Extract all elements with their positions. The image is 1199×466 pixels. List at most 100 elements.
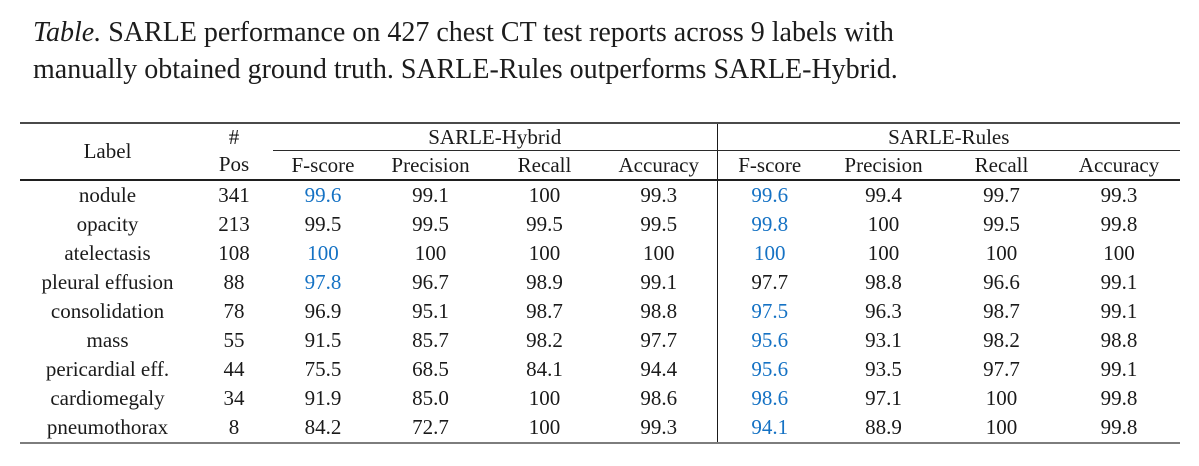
col-header-pos: Pos	[195, 150, 273, 181]
pos-count: 55	[223, 328, 245, 352]
rules-accuracy: 98.8	[1100, 328, 1138, 352]
hybrid-precision: 85.7	[412, 328, 449, 352]
caption-line1: SARLE performance on 427 chest CT test r…	[101, 17, 894, 48]
performance-table: Label # SARLE-Hybrid SARLE-Rules Pos F-s…	[20, 122, 1181, 444]
table-caption: Table. SARLE performance on 427 chest CT…	[33, 14, 1183, 88]
hybrid-recall: 98.2	[526, 328, 563, 352]
rules-recall: 98.7	[983, 299, 1020, 323]
pos-count: 213	[218, 212, 250, 236]
rules-accuracy: 99.8	[1058, 413, 1181, 444]
col-header-hybrid-recall: Recall	[488, 150, 601, 181]
rules-accuracy: 99.3	[1100, 183, 1138, 207]
row-label: pericardial eff.	[45, 357, 170, 381]
hybrid-accuracy: 99.1	[640, 270, 678, 294]
header-row-metrics: Pos F-score Precision Recall Accuracy F-…	[20, 150, 1181, 181]
row-label: pneumothorax	[20, 413, 195, 444]
hybrid-precision: 99.5	[412, 212, 449, 236]
hybrid-recall: 100	[488, 413, 601, 444]
rules-fscore: 99.8	[716, 210, 822, 239]
rules-precision: 97.1	[865, 386, 902, 410]
rules-recall: 99.5	[983, 212, 1020, 236]
row-label: nodule	[78, 183, 137, 207]
pos-count: 88	[223, 270, 245, 294]
table-header: Label # SARLE-Hybrid SARLE-Rules Pos F-s…	[20, 122, 1181, 181]
hybrid-precision: 100	[414, 241, 447, 265]
rules-accuracy: 99.8	[1100, 386, 1138, 410]
table-row: atelectasis 108 100 100 100 100 100 100 …	[20, 239, 1180, 268]
rules-recall: 100	[985, 386, 1018, 410]
table-row: mass 55 91.5 85.7 98.2 97.7 95.6 93.1 98…	[20, 326, 1180, 355]
hybrid-precision: 96.7	[412, 270, 449, 294]
table-row: cardiomegaly 34 91.9 85.0 100 98.6 98.6 …	[20, 384, 1180, 413]
rules-precision: 96.3	[865, 299, 902, 323]
pos-count: 78	[223, 299, 245, 323]
hybrid-recall: 100	[528, 183, 561, 207]
table-row: pleural effusion 88 97.8 96.7 98.9 99.1 …	[20, 268, 1180, 297]
hybrid-fscore: 100	[307, 241, 339, 265]
table-row: nodule 341 99.6 99.1 100 99.3 99.6 99.4 …	[20, 180, 1180, 210]
hybrid-fscore: 99.5	[304, 212, 342, 236]
rules-recall: 99.7	[983, 183, 1020, 207]
group-header-sarle-hybrid: SARLE-Hybrid	[273, 122, 717, 151]
hybrid-precision: 72.7	[373, 413, 488, 444]
col-header-hybrid-accuracy: Accuracy	[601, 150, 717, 181]
rules-recall: 100	[985, 241, 1018, 265]
rules-recall: 97.7	[983, 357, 1020, 381]
rules-precision: 88.9	[822, 413, 945, 444]
row-label: consolidation	[50, 299, 165, 323]
pos-count: 108	[218, 241, 250, 265]
hybrid-recall: 84.1	[526, 357, 563, 381]
hybrid-accuracy: 99.3	[601, 413, 717, 444]
col-header-rules-accuracy: Accuracy	[1058, 150, 1181, 181]
hybrid-recall: 98.7	[526, 299, 563, 323]
rules-recall: 98.2	[983, 328, 1020, 352]
hybrid-precision: 85.0	[412, 386, 449, 410]
rules-fscore: 97.5	[716, 297, 822, 326]
rules-fscore: 95.6	[716, 326, 822, 355]
table-row: pneumothorax 8 84.2 72.7 100 99.3 94.1 8…	[20, 413, 1181, 444]
rules-fscore: 100	[716, 239, 822, 268]
pos-count: 44	[223, 357, 245, 381]
rules-recall: 96.6	[983, 270, 1020, 294]
hybrid-fscore: 99.6	[304, 183, 342, 207]
rules-precision: 100	[867, 212, 900, 236]
hybrid-fscore: 96.9	[304, 299, 342, 323]
rules-accuracy: 99.1	[1100, 270, 1138, 294]
rules-accuracy: 99.1	[1100, 299, 1138, 323]
hybrid-fscore: 75.5	[304, 357, 342, 381]
hybrid-accuracy: 94.4	[640, 357, 678, 381]
hybrid-recall: 100	[528, 241, 561, 265]
rules-accuracy: 99.8	[1100, 212, 1138, 236]
row-label: opacity	[76, 212, 139, 236]
rules-precision: 99.4	[865, 183, 902, 207]
row-label: pleural effusion	[41, 270, 174, 294]
caption-line2: manually obtained ground truth. SARLE-Ru…	[33, 54, 898, 85]
pos-count: 341	[218, 183, 250, 207]
rules-accuracy: 99.1	[1100, 357, 1138, 381]
rules-precision: 93.1	[865, 328, 902, 352]
hybrid-accuracy: 100	[643, 241, 675, 265]
pos-count: 34	[223, 386, 245, 410]
rules-fscore: 99.6	[716, 180, 822, 210]
hybrid-fscore: 91.5	[304, 328, 342, 352]
hybrid-accuracy: 97.7	[640, 328, 678, 352]
table-row: opacity 213 99.5 99.5 99.5 99.5 99.8 100…	[20, 210, 1180, 239]
hybrid-fscore: 91.9	[304, 386, 342, 410]
row-label: cardiomegaly	[50, 386, 165, 410]
rules-fscore: 94.1	[716, 413, 822, 444]
hybrid-recall: 99.5	[526, 212, 563, 236]
hybrid-fscore: 97.8	[304, 270, 342, 294]
hybrid-precision: 99.1	[412, 183, 449, 207]
col-header-rules-recall: Recall	[945, 150, 1058, 181]
hybrid-accuracy: 99.3	[640, 183, 678, 207]
pos-count: 8	[195, 413, 273, 444]
table-body: nodule 341 99.6 99.1 100 99.3 99.6 99.4 …	[20, 180, 1181, 444]
col-header-rules-fscore: F-score	[716, 150, 822, 181]
col-header-rules-precision: Precision	[822, 150, 945, 181]
col-header-pos-hash: #	[195, 122, 273, 151]
rules-recall: 100	[945, 413, 1058, 444]
table-row: consolidation 78 96.9 95.1 98.7 98.8 97.…	[20, 297, 1180, 326]
hybrid-precision: 68.5	[412, 357, 449, 381]
rules-precision: 98.8	[865, 270, 902, 294]
caption-prefix: Table.	[33, 17, 102, 48]
